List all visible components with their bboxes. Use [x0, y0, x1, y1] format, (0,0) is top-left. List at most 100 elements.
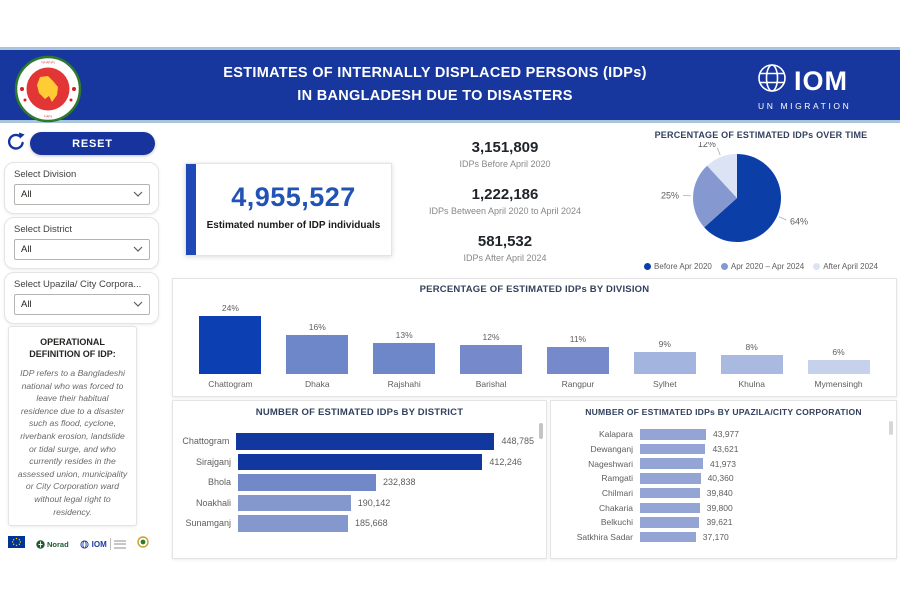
- division-bar[interactable]: [199, 316, 262, 374]
- district-scrollbar[interactable]: [539, 423, 543, 439]
- bar-value-label: 43,621: [712, 444, 739, 455]
- category-label: Sylhet: [653, 379, 677, 389]
- upazila-scrollbar[interactable]: [889, 421, 893, 435]
- upazila-row: Kalapara 43,977: [557, 427, 884, 442]
- division-filter-select[interactable]: All: [14, 184, 150, 205]
- pie-chart: 64% 25% 12%: [661, 142, 808, 242]
- bar-value-label: 11%: [569, 334, 587, 345]
- bar-value-label: 12%: [482, 332, 500, 342]
- upazila-filter-card: Select Upazila/ City Corpora... All: [4, 272, 159, 324]
- value-bar[interactable]: [640, 487, 700, 499]
- legend-item-2[interactable]: After April 2024: [813, 262, 878, 271]
- value-bar[interactable]: [640, 443, 706, 455]
- kpi-card: 4,955,527 Estimated number of IDP indivi…: [185, 163, 392, 256]
- division-column-chattogram: 24% Chattogram: [187, 295, 274, 390]
- bar-value-label: 412,246: [489, 456, 522, 467]
- category-label: Mymensingh: [814, 379, 863, 389]
- chevron-down-icon: [133, 244, 143, 255]
- legend-label: After April 2024: [823, 262, 878, 271]
- page-title: ESTIMATES OF INTERNALLY DISPLACED PERSON…: [170, 62, 700, 108]
- category-label: Rajshahi: [387, 379, 421, 389]
- division-bar[interactable]: [546, 347, 609, 374]
- iom-development-fund-label: IOM: [91, 539, 107, 549]
- legend-label: Apr 2020 – Apr 2024: [730, 262, 805, 271]
- division-chart-card: PERCENTAGE OF ESTIMATED IDPs BY DIVISION…: [172, 278, 897, 397]
- stat-before-2020: 3,151,809 IDPs Before April 2020: [395, 139, 615, 171]
- upazila-row: Chakaria 39,800: [557, 500, 884, 515]
- division-column-rajshahi: 13% Rajshahi: [361, 295, 448, 390]
- value-bar[interactable]: [640, 458, 703, 469]
- kpi-label: Estimated number of IDP individuals: [206, 220, 381, 231]
- category-label: Dewanganj: [590, 444, 633, 455]
- value-bar[interactable]: [238, 515, 349, 532]
- pie-callout-label: 64%: [790, 217, 808, 227]
- upazila-filter-select[interactable]: All: [14, 294, 150, 315]
- category-label: Ramgati: [601, 473, 633, 484]
- upazila-row: Satkhira Sadar 37,170: [557, 530, 884, 545]
- category-label: Chakaria: [598, 502, 633, 513]
- division-chart-title: PERCENTAGE OF ESTIMATED IDPs BY DIVISION: [419, 284, 650, 295]
- iom-development-fund-logo: IOM: [80, 538, 126, 550]
- norad-label: Norad: [47, 539, 69, 549]
- division-bar[interactable]: [807, 359, 870, 374]
- value-bar[interactable]: [640, 502, 700, 514]
- bar-value-label: 16%: [308, 322, 326, 333]
- division-bar[interactable]: [720, 354, 783, 374]
- category-label: Noakhali: [195, 497, 231, 508]
- value-bar[interactable]: [640, 473, 701, 484]
- value-bar[interactable]: [238, 494, 351, 511]
- upazila-rows: Kalapara 43,977 Dewanganj 43,621 Nageshwari 4…: [557, 427, 884, 545]
- norad-logo: Norad: [36, 540, 69, 549]
- reset-button[interactable]: RESET: [30, 132, 155, 155]
- value-bar[interactable]: [238, 474, 376, 491]
- district-filter-value: All: [21, 244, 32, 255]
- iom-logo: IOM UN MIGRATION: [756, 62, 886, 111]
- division-bar[interactable]: [460, 345, 523, 374]
- kpi-value: 4,955,527: [231, 182, 356, 212]
- value-bar[interactable]: [640, 531, 696, 543]
- idp-definition-body: IDP refers to a Bangladeshi national who…: [17, 368, 128, 517]
- division-filter-label: Select Division: [14, 169, 77, 180]
- category-label: Khulna: [738, 379, 765, 389]
- eu-flag-logo: [8, 535, 25, 553]
- page-title-line1: ESTIMATES OF INTERNALLY DISPLACED PERSON…: [223, 65, 647, 81]
- pie-slice-1[interactable]: [693, 165, 737, 228]
- svg-text:৸৸৸৸৸: ৸৸৸৸৸: [41, 60, 55, 66]
- division-bar[interactable]: [633, 352, 696, 374]
- svg-text:৸৸৸: ৸৸৸: [44, 114, 52, 120]
- division-filter-value: All: [21, 189, 32, 200]
- category-label: Chilmari: [601, 488, 633, 499]
- bar-value-label: 40,360: [707, 473, 734, 484]
- idp-definition-title: OPERATIONAL DEFINITION OF IDP:: [29, 337, 116, 359]
- legend-item-1[interactable]: Apr 2020 – Apr 2024: [720, 262, 805, 271]
- pie-callout-line: [778, 216, 787, 221]
- reset-icon[interactable]: [5, 131, 27, 153]
- value-bar[interactable]: [236, 433, 495, 450]
- category-label: Satkhira Sadar: [576, 532, 633, 543]
- pie-slice-0[interactable]: [704, 154, 781, 242]
- legend-item-0[interactable]: Before Apr 2020: [644, 262, 712, 271]
- bar-value-label: 13%: [395, 329, 413, 340]
- value-bar[interactable]: [238, 453, 483, 470]
- bar-value-label: 24%: [221, 303, 239, 313]
- legend-dot: [813, 263, 821, 270]
- value-bar[interactable]: [640, 517, 700, 528]
- bar-value-label: 41,973: [709, 458, 736, 469]
- pie-legend: Before Apr 2020 Apr 2020 – Apr 2024 After …: [625, 262, 897, 271]
- upazila-row: Dewanganj 43,621: [557, 442, 884, 457]
- pie-slice-2[interactable]: [707, 154, 737, 198]
- district-filter-card: Select District All: [4, 217, 159, 269]
- division-bar[interactable]: [286, 335, 349, 374]
- pie-chart-card: PERCENTAGE OF ESTIMATED IDPs OVER TIME 6…: [625, 126, 897, 272]
- value-bar[interactable]: [640, 429, 706, 440]
- round-emblem-logo: [137, 535, 149, 553]
- division-bar[interactable]: [373, 342, 436, 374]
- stat-value: 581,532: [477, 233, 533, 250]
- legend-dot: [720, 263, 728, 270]
- stat-label: IDPs Before April 2020: [459, 159, 551, 169]
- iom-globe-icon: [756, 62, 788, 99]
- category-label: Barishal: [475, 379, 507, 389]
- upazila-chart-card: NUMBER OF ESTIMATED IDPs BY UPAZILA/CITY…: [550, 400, 897, 559]
- chevron-down-icon: [133, 189, 143, 200]
- district-filter-select[interactable]: All: [14, 239, 150, 260]
